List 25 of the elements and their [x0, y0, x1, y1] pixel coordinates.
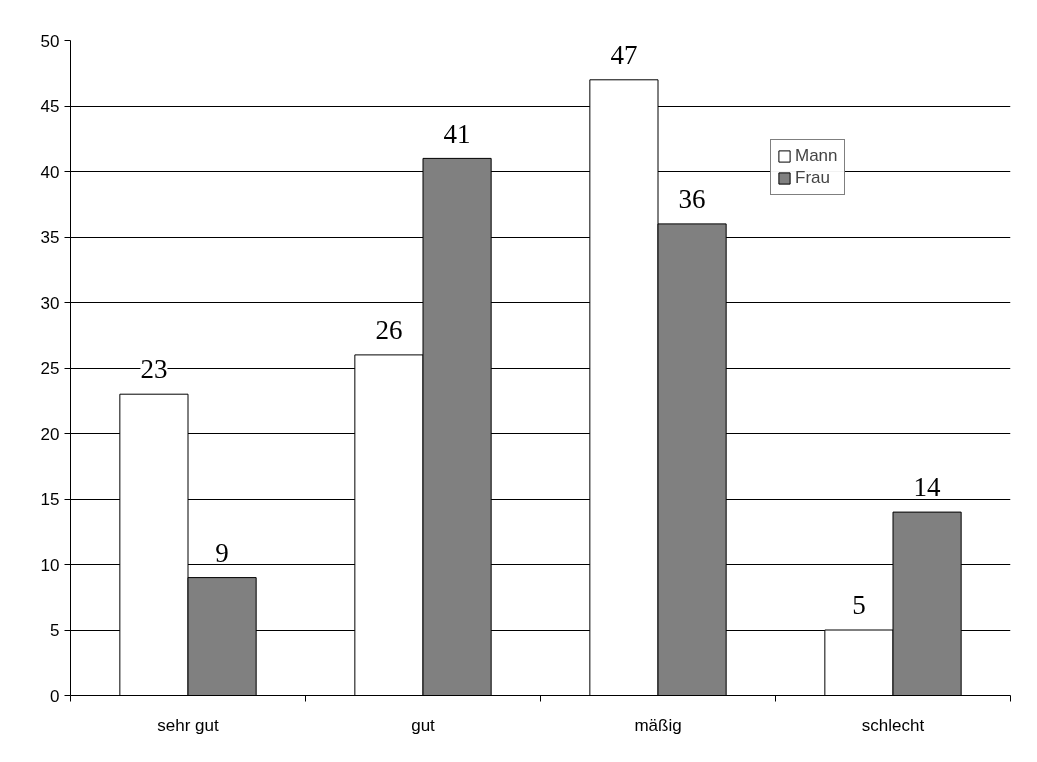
y-tick-label: 0: [50, 686, 60, 706]
legend-label: Mann: [795, 146, 838, 166]
data-label: 14: [913, 472, 942, 503]
y-tick-label: 45: [40, 97, 60, 116]
x-tick-label: mäßig: [634, 715, 682, 735]
x-tick-label: gut: [411, 715, 436, 735]
y-tick-label: 50: [40, 31, 60, 51]
data-label: 5: [852, 590, 866, 621]
x-tick-label: sehr gut: [157, 715, 219, 735]
x-tick-label: schlecht: [861, 715, 925, 735]
data-label: 9: [215, 537, 229, 568]
data-label: 23: [140, 354, 168, 385]
y-tick-label: 20: [40, 424, 60, 444]
y-tick-label: 40: [40, 162, 60, 182]
data-label: 26: [375, 315, 403, 346]
y-tick-label: 5: [50, 621, 60, 640]
y-tick-label: 15: [40, 490, 60, 509]
y-tick-label: 35: [40, 228, 60, 247]
legend-label: Frau: [795, 168, 830, 188]
y-tick-label: 10: [40, 555, 60, 575]
data-label: 47: [610, 40, 638, 71]
y-tick-label: 30: [40, 293, 60, 313]
data-label: 41: [443, 118, 471, 149]
y-tick-label: 25: [40, 359, 60, 378]
data-label: 36: [678, 184, 706, 215]
